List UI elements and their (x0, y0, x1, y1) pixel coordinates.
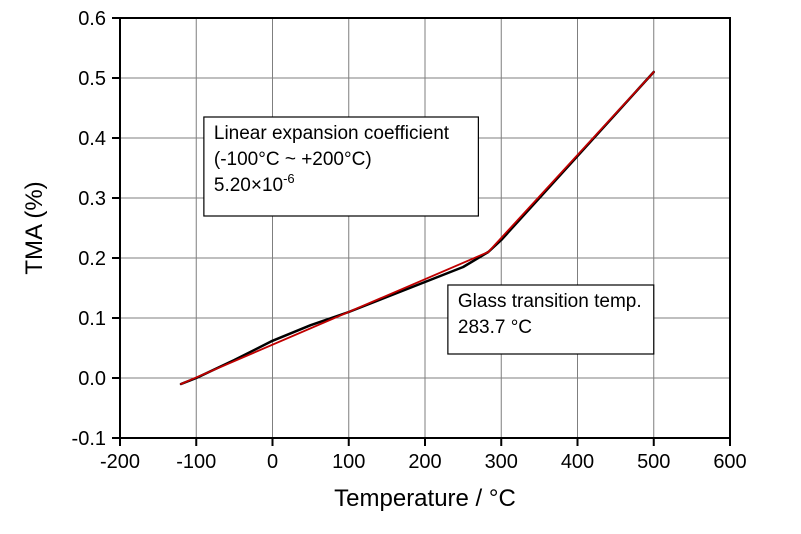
svg-text:0: 0 (267, 451, 278, 473)
svg-text:-200: -200 (100, 451, 140, 473)
coeff-annotation: Linear expansion coefficient (-100°C ~ +… (204, 117, 479, 216)
svg-text:0.6: 0.6 (78, 8, 106, 30)
coeff-line-1: Linear expansion coefficient (214, 123, 450, 144)
tg-annotation: Glass transition temp. 283.7 °C (448, 285, 654, 354)
svg-text:400: 400 (561, 451, 594, 473)
svg-text:0.0: 0.0 (78, 368, 106, 390)
tma-chart: -200 -100 0 100 200 300 400 500 600 -0.1 0.0 0.1 0.… (0, 0, 801, 534)
y-ticks: -0.1 0.0 0.1 0.2 0.3 0.4 0.5 0.6 (72, 8, 120, 450)
svg-text:0.4: 0.4 (78, 128, 106, 150)
svg-text:0.3: 0.3 (78, 188, 106, 210)
svg-text:-0.1: -0.1 (72, 428, 106, 450)
svg-text:0.5: 0.5 (78, 68, 106, 90)
coeff-line-2: (-100°C ~ +200°C) (214, 149, 372, 170)
svg-text:0.1: 0.1 (78, 308, 106, 330)
svg-text:600: 600 (713, 451, 746, 473)
svg-text:0.2: 0.2 (78, 248, 106, 270)
svg-text:100: 100 (332, 451, 365, 473)
svg-text:200: 200 (408, 451, 441, 473)
x-ticks: -200 -100 0 100 200 300 400 500 600 (100, 438, 747, 473)
y-axis-label: TMA (%) (21, 181, 48, 274)
svg-text:500: 500 (637, 451, 670, 473)
x-axis-label: Temperature / °C (334, 485, 516, 512)
svg-text:-100: -100 (176, 451, 216, 473)
tg-line-1: Glass transition temp. (458, 291, 642, 312)
tg-line-2: 283.7 °C (458, 317, 532, 338)
coeff-line-3: 5.20×10-6 (214, 171, 295, 196)
svg-text:300: 300 (485, 451, 518, 473)
